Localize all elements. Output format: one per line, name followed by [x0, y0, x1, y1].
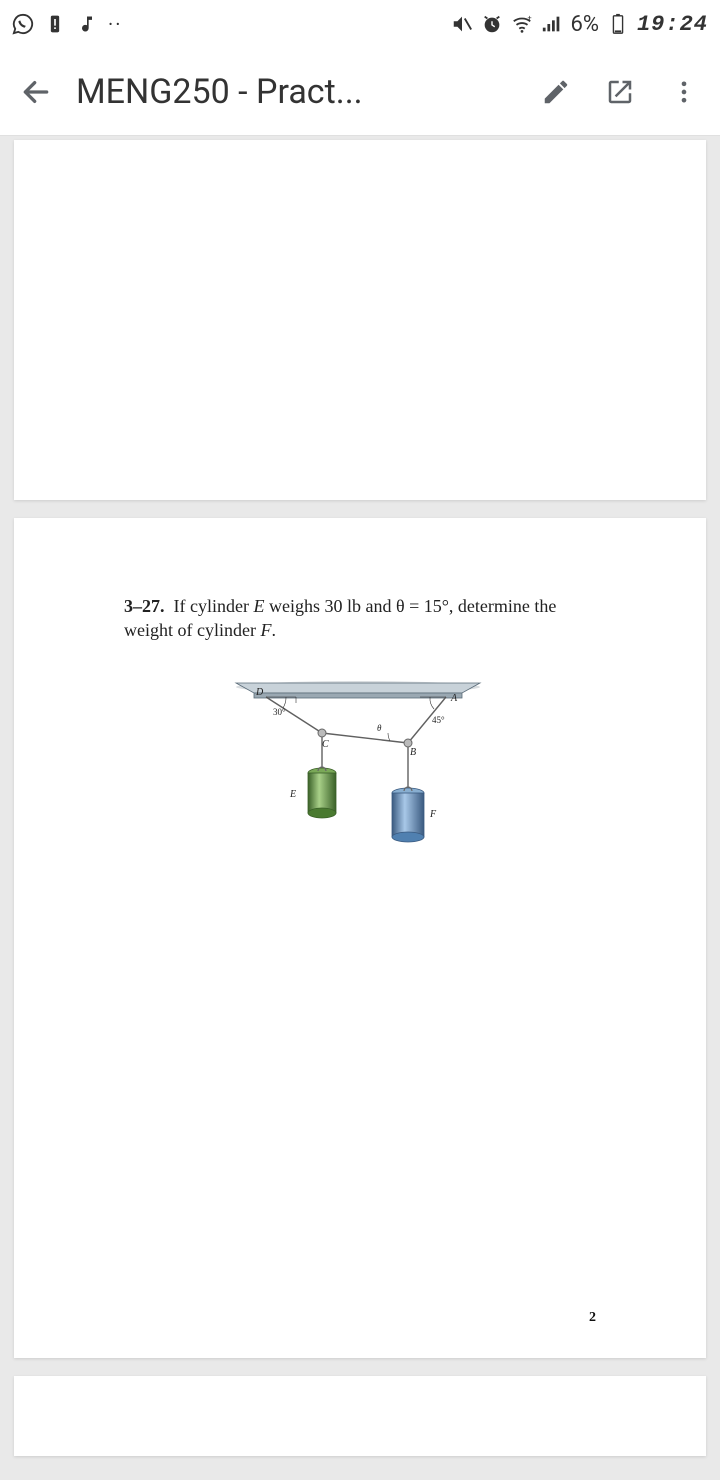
- problem-statement: 3–27. If cylinder E weighs 30 lb and θ =…: [124, 594, 596, 643]
- problem-number: 3–27.: [124, 596, 165, 616]
- label-F: F: [429, 809, 437, 820]
- label-D: D: [255, 687, 264, 698]
- page-number: 2: [589, 1310, 596, 1326]
- alarm-icon: [481, 13, 503, 35]
- svg-text:+: +: [527, 13, 531, 22]
- label-30: 30°: [273, 707, 286, 717]
- label-theta: θ: [377, 723, 382, 733]
- document-page-next: [14, 1376, 706, 1456]
- label-E: E: [289, 789, 296, 800]
- signal-icon: [541, 13, 563, 35]
- clock: 19:24: [637, 12, 708, 37]
- document-page-prev: [14, 140, 706, 500]
- battery-percentage: 6%: [571, 12, 599, 37]
- mute-icon: [451, 13, 473, 35]
- wifi-icon: +: [511, 13, 533, 35]
- back-button[interactable]: [8, 64, 64, 120]
- label-C: C: [322, 739, 329, 750]
- document-viewer[interactable]: 3–27. If cylinder E weighs 30 lb and θ =…: [0, 136, 720, 1480]
- alert-icon: [44, 13, 66, 35]
- open-external-button[interactable]: [592, 64, 648, 120]
- page-title: MENG250 - Pract...: [76, 72, 363, 112]
- whatsapp-icon: [12, 13, 34, 35]
- document-page: 3–27. If cylinder E weighs 30 lb and θ =…: [14, 518, 706, 1358]
- more-notifications: ··: [108, 12, 122, 36]
- status-bar: ·· + 6% 19:24: [0, 0, 720, 48]
- more-button[interactable]: [656, 64, 712, 120]
- label-B: B: [410, 747, 416, 758]
- label-45: 45°: [432, 715, 445, 725]
- battery-icon: [607, 13, 629, 35]
- edit-button[interactable]: [528, 64, 584, 120]
- app-bar: MENG250 - Pract...: [0, 48, 720, 136]
- music-icon: [76, 13, 98, 35]
- label-A: A: [450, 693, 458, 704]
- problem-figure: D A C B E F 30° θ 45°: [230, 673, 490, 863]
